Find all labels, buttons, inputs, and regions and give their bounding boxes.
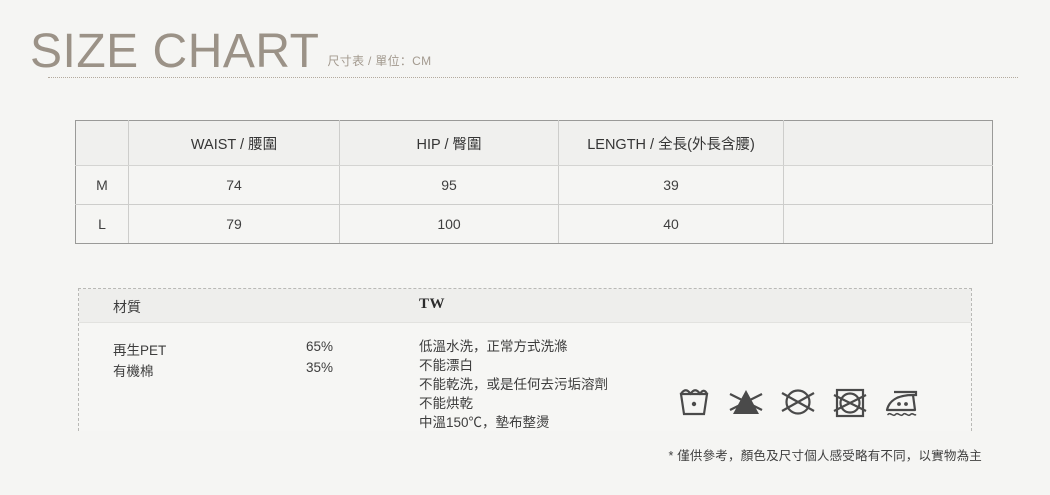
- table-row: M 74 95 39: [75, 165, 993, 205]
- care-instruction-list: 低溫水洗，正常方式洗滌 不能漂白 不能乾洗，或是任何去污垢溶劑 不能烘乾 中溫1…: [419, 337, 719, 432]
- composition-item: 有機棉 35%: [113, 360, 413, 381]
- material-heading: 材質: [113, 299, 141, 315]
- composition-list: 再生PET 65% 有機棉 35%: [113, 339, 413, 381]
- care-symbol-row: [674, 381, 922, 421]
- disclaimer-note: * 僅供參考，顏色及尺寸個人感受略有不同，以實物為主: [668, 449, 982, 463]
- column-header-extra: [783, 120, 993, 166]
- column-header-hip: HIP / 臀圍: [339, 120, 559, 166]
- cell-size-l: L: [75, 204, 129, 244]
- cell-extra-l: [783, 204, 993, 244]
- composition-item: 再生PET 65%: [113, 339, 413, 360]
- cell-size-m: M: [75, 165, 129, 205]
- cell-extra-m: [783, 165, 993, 205]
- table-header: WAIST / 腰圍 HIP / 臀圍 LENGTH / 全長(外長含腰): [75, 120, 993, 166]
- composition-percent: 65%: [306, 339, 334, 354]
- cell-waist-l: 79: [128, 204, 340, 244]
- care-instruction-line: 不能乾洗，或是任何去污垢溶劑: [419, 377, 608, 392]
- care-instruction-line: 中溫150℃，墊布整燙: [419, 415, 550, 430]
- iron-medium-icon: [885, 390, 918, 417]
- wash-low-temp-icon: [679, 389, 709, 416]
- column-header-size: [75, 120, 129, 166]
- do-not-tumble-dry-icon: [833, 388, 867, 418]
- size-chart-table: WAIST / 腰圍 HIP / 臀圍 LENGTH / 全長(外長含腰) M …: [75, 120, 993, 244]
- material-care-panel: 材質 TW 再生PET 65% 有機棉 35% 低溫水洗，正常方式洗滌 不能漂白…: [78, 288, 972, 431]
- table-row: L 79 100 40: [75, 204, 993, 244]
- cell-hip-l: 100: [339, 204, 559, 244]
- cell-length-m: 39: [558, 165, 784, 205]
- column-header-waist: WAIST / 腰圍: [128, 120, 340, 166]
- do-not-dry-clean-icon: [781, 389, 815, 415]
- table-body: M 74 95 39 L 79 100 40: [75, 165, 993, 244]
- region-label: TW: [419, 296, 446, 312]
- care-instruction-line: 低溫水洗，正常方式洗滌: [419, 339, 568, 354]
- cell-waist-m: 74: [128, 165, 340, 205]
- page-subtitle: 尺寸表 / 單位：CM: [327, 54, 432, 68]
- cell-hip-m: 95: [339, 165, 559, 205]
- composition-percent: 35%: [306, 360, 334, 375]
- care-instruction-line: 不能漂白: [419, 358, 473, 373]
- title-divider: [48, 77, 1018, 78]
- page-header: SIZE CHART 尺寸表 / 單位：CM: [30, 26, 1020, 82]
- cell-length-l: 40: [558, 204, 784, 244]
- table-header-row: WAIST / 腰圍 HIP / 臀圍 LENGTH / 全長(外長含腰): [75, 120, 993, 166]
- page-title: SIZE CHART: [30, 25, 320, 78]
- care-instruction-line: 不能烘乾: [419, 396, 473, 411]
- composition-name: 有機棉: [113, 364, 154, 379]
- do-not-bleach-icon: [729, 390, 763, 414]
- material-panel-body: 再生PET 65% 有機棉 35% 低溫水洗，正常方式洗滌 不能漂白 不能乾洗，…: [79, 323, 971, 431]
- column-header-length: LENGTH / 全長(外長含腰): [558, 120, 784, 166]
- composition-name: 再生PET: [113, 343, 167, 358]
- material-panel-header: 材質 TW: [79, 289, 971, 323]
